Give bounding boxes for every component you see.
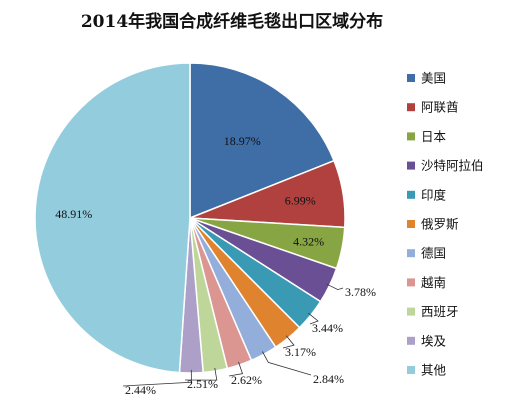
data-label-slice-4: 3.78% [345,285,376,299]
leader-line-slice-10 [122,369,192,387]
data-label-slice-9: 2.51% [187,377,218,391]
data-label-slice-8: 2.62% [231,373,262,387]
legend-label-slice-4: 沙特阿拉伯 [421,158,484,173]
legend-item-slice-1: 美国 [407,71,446,86]
legend-swatch-slice-3 [407,132,415,141]
data-label-slice-10: 2.44% [125,383,156,397]
legend-swatch-slice-9 [407,307,415,316]
legend-swatch-slice-8 [407,278,415,287]
legend-item-slice-10: 埃及 [407,333,447,348]
leader-line-slice-5 [308,312,319,325]
legend-item-slice-11: 其他 [407,363,447,378]
pie-slices [34,62,346,374]
pie-slice-11 [34,62,191,374]
leader-line-slice-9 [184,367,218,381]
legend-swatch-slice-1 [407,74,415,82]
leader-line-slice-6 [282,335,295,349]
legend-swatch-slice-6 [407,220,415,228]
legend-label-slice-3: 日本 [421,129,447,144]
legend-label-slice-11: 其他 [421,363,447,378]
legend-label-slice-7: 德国 [421,246,446,261]
data-label-slice-2: 6.99% [285,193,316,207]
legend-item-slice-2: 阿联酋 [407,100,459,115]
leader-lines [122,283,344,387]
legend-label-slice-6: 俄罗斯 [421,217,459,232]
legend-swatch-slice-7 [407,249,415,258]
legend-item-slice-3: 日本 [407,129,447,144]
leader-line-slice-7 [262,351,312,376]
data-label-slice-5: 3.44% [312,321,343,335]
legend-swatch-slice-4 [407,161,415,170]
legend-item-slice-7: 德国 [407,246,446,261]
data-label-slice-11: 48.91% [55,207,92,221]
legend-label-slice-9: 西班牙 [421,304,459,319]
legend-item-slice-8: 越南 [407,275,446,290]
legend-item-slice-5: 印度 [407,187,447,202]
legend-label-slice-10: 埃及 [421,333,447,348]
data-label-slice-1: 18.97% [224,134,261,148]
data-label-slice-3: 4.32% [293,235,324,249]
legend-label-slice-2: 阿联酋 [421,100,459,115]
legend-swatch-slice-11 [407,366,415,374]
legend-swatch-slice-2 [407,103,415,112]
legend-item-slice-6: 俄罗斯 [407,217,459,232]
legend-swatch-slice-5 [407,190,415,199]
chart-title: 2014年我国合成纤维毛毯出口区域分布 [81,11,383,32]
legend-item-slice-4: 沙特阿拉伯 [407,158,484,173]
legend-label-slice-5: 印度 [421,187,447,202]
data-label-slice-7: 2.84% [313,372,344,386]
data-labels: 18.97% 6.99% 4.32% 3.78% 3.44% 3.17% 2.84% 2.62… [55,134,376,397]
data-label-slice-6: 3.17% [285,345,316,359]
legend-swatch-slice-10 [407,336,415,345]
legend-label-slice-8: 越南 [421,275,446,290]
leader-line-slice-8 [228,361,244,377]
legend-label-slice-1: 美国 [421,71,446,86]
pie-slice-1 [189,62,335,220]
legend-item-slice-9: 西班牙 [407,304,459,319]
leader-line-slice-4 [326,283,344,291]
